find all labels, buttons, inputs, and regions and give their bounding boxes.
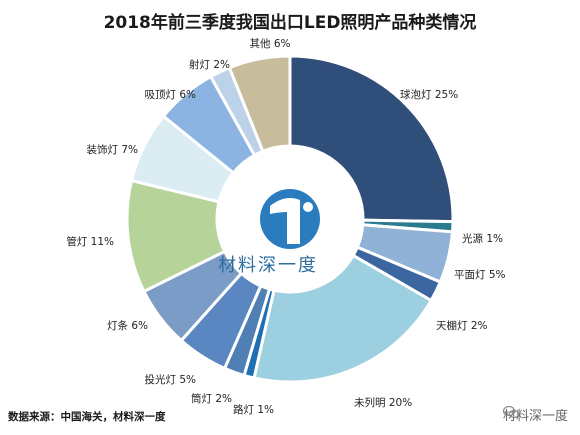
slice-5 [252, 253, 434, 384]
slice-label-5: 未列明 20% [354, 396, 412, 409]
watermark-text: 材料深一度 [502, 409, 568, 424]
slice-label-12: 吸顶灯 6% [145, 89, 197, 101]
chart-title: 2018年前三季度我国出口LED照明产品种类情况 [103, 13, 477, 33]
slice-label-7: 筒灯 2% [191, 392, 232, 405]
slice-1 [288, 54, 455, 224]
watermark: 材料深一度 [502, 405, 568, 424]
slice-label-9: 灯条 6% [107, 319, 148, 332]
center-logo-icon [260, 189, 320, 249]
data-source: 数据来源：中国海关，材料深一度 [8, 411, 166, 423]
slice-label-2: 光源 1% [462, 232, 503, 245]
slice-label-6: 路灯 1% [233, 403, 274, 416]
logo-text: 材料深一度 [218, 255, 318, 276]
slice-label-8: 投光灯 5% [145, 373, 197, 386]
slice-label-4: 天棚灯 2% [436, 319, 488, 332]
slice-label-11: 装饰灯 7% [87, 143, 139, 156]
slice-label-10: 管灯 11% [66, 235, 114, 248]
slice-label-13: 射灯 2% [189, 58, 230, 71]
slice-label-3: 平面灯 5% [454, 269, 506, 281]
slice-label-1: 球泡灯 25% [400, 88, 458, 101]
slice-14 [227, 54, 292, 154]
wechat-icon [502, 405, 519, 419]
slice-label-14: 其他 6% [250, 37, 291, 50]
